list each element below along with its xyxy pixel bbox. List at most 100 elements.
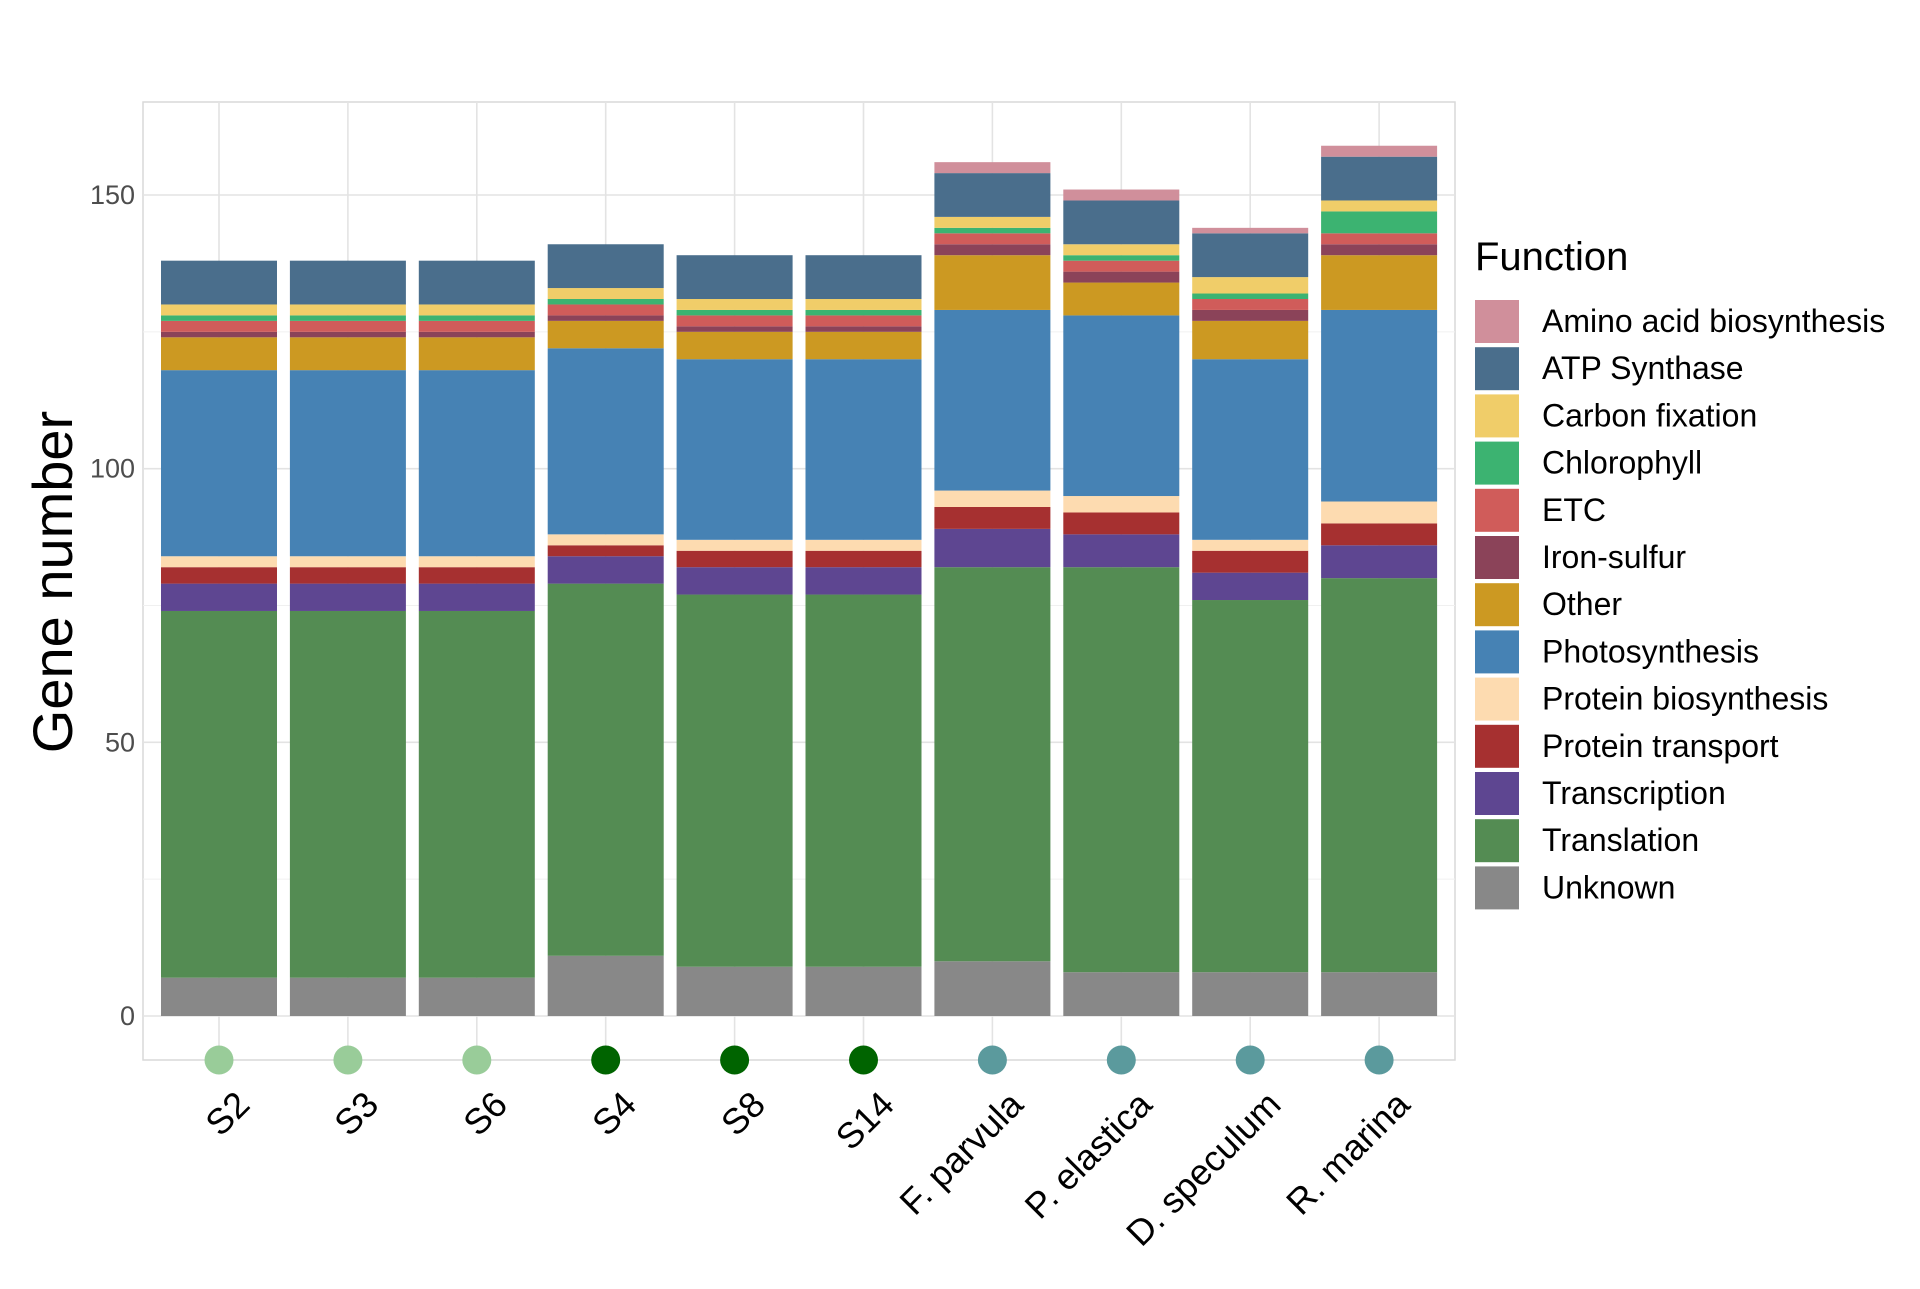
bar-segment-chlorophyll	[289, 315, 406, 321]
bar-segment-transcription	[1192, 572, 1309, 601]
legend-label: ATP Synthase	[1542, 350, 1744, 386]
bar-segment-transcription	[1321, 545, 1438, 579]
bar-segment-carbon-fixation	[161, 304, 277, 316]
bar-stack-s14	[805, 255, 922, 1016]
bar-segment-atp-synthase	[1321, 156, 1438, 201]
bar-segment-atp-synthase	[418, 260, 535, 305]
bar-segment-protein-biosynthesis	[1063, 496, 1180, 513]
bar-segment-chlorophyll	[934, 227, 1051, 234]
x-tick-label: S3	[326, 1083, 386, 1143]
bar-segment-iron-sulfur	[805, 326, 922, 332]
legend-swatch	[1475, 441, 1519, 485]
legend-item-photosynthesis: Photosynthesis	[1475, 630, 1759, 674]
category-marker	[333, 1045, 363, 1075]
bar-segment-etc	[1192, 298, 1309, 310]
legend-item-transcription: Transcription	[1475, 772, 1726, 815]
bar-segment-transcription	[1063, 534, 1180, 568]
legend-swatch	[1475, 583, 1519, 627]
bar-segment-chlorophyll	[1063, 255, 1180, 261]
bar-segment-other	[418, 337, 535, 371]
category-marker	[720, 1045, 750, 1075]
bar-segment-chlorophyll	[161, 315, 277, 321]
bar-segment-protein-transport	[418, 567, 535, 584]
bar-stack-s8	[676, 255, 793, 1016]
bar-segment-iron-sulfur	[547, 315, 664, 321]
y-axis-label: Gene number	[21, 411, 84, 753]
category-marker	[204, 1045, 234, 1075]
y-tick-label: 150	[90, 180, 135, 210]
category-marker	[977, 1045, 1007, 1075]
legend-swatch	[1475, 819, 1519, 863]
legend-label: Iron-sulfur	[1542, 539, 1686, 575]
legend-label: Protein transport	[1542, 728, 1779, 764]
legend-item-protein-transport: Protein transport	[1475, 724, 1779, 768]
bar-segment-amino-acid-biosynthesis	[934, 162, 1051, 174]
legend-item-atp-synthase: ATP Synthase	[1475, 347, 1744, 391]
legend-swatch	[1475, 536, 1519, 579]
legend-item-other: Other	[1475, 583, 1622, 627]
bar-stack-s4	[547, 244, 664, 1016]
legend-swatch	[1475, 772, 1519, 815]
bar-segment-unknown	[934, 961, 1051, 1016]
bar-segment-translation	[161, 610, 277, 978]
bar-segment-transcription	[934, 528, 1051, 568]
bar-segment-translation	[1063, 567, 1180, 973]
y-tick-label: 0	[120, 1001, 135, 1031]
bar-segment-protein-biosynthesis	[934, 490, 1051, 507]
bar-segment-unknown	[161, 977, 277, 1016]
bar-segment-unknown	[547, 955, 664, 1016]
bar-segment-protein-biosynthesis	[161, 556, 277, 568]
legend-label: Translation	[1542, 822, 1699, 858]
legend: Function Amino acid biosynthesis ATP Synt…	[1475, 235, 1885, 910]
bar-segment-unknown	[289, 977, 406, 1016]
legend-item-chlorophyll: Chlorophyll	[1475, 441, 1702, 485]
bar-segment-atp-synthase	[676, 255, 793, 299]
bar-segment-translation	[1321, 578, 1438, 973]
bar-segment-unknown	[1321, 972, 1438, 1016]
legend-label: ETC	[1542, 492, 1606, 528]
bar-segment-protein-transport	[289, 567, 406, 584]
bar-segment-other	[934, 255, 1051, 310]
bar-segment-protein-transport	[676, 550, 793, 568]
bar-segment-chlorophyll	[805, 309, 922, 316]
x-tick-label: F. parvula	[891, 1083, 1031, 1223]
legend-label: Other	[1542, 586, 1622, 622]
bar-segment-chlorophyll	[1321, 211, 1438, 234]
bar-stack-d-speculum	[1192, 227, 1309, 1016]
bar-segment-unknown	[805, 966, 922, 1016]
y-tick-label: 50	[105, 727, 135, 757]
bar-segment-transcription	[161, 583, 277, 611]
bar-segment-photosynthesis	[1192, 359, 1309, 540]
bar-segment-photosynthesis	[1063, 315, 1180, 497]
bar-segment-iron-sulfur	[418, 331, 535, 338]
bar-segment-other	[1321, 255, 1438, 310]
bar-segment-photosynthesis	[934, 309, 1051, 491]
bar-segment-protein-biosynthesis	[1321, 501, 1438, 524]
bar-segment-atp-synthase	[547, 244, 664, 289]
bar-segment-carbon-fixation	[1321, 200, 1438, 212]
bar-segment-etc	[1321, 233, 1438, 245]
bar-segment-chlorophyll	[418, 315, 535, 321]
bar-segment-other	[547, 320, 664, 349]
legend-label: Protein biosynthesis	[1542, 681, 1828, 717]
bar-segment-translation	[547, 583, 664, 956]
bar-segment-photosynthesis	[1321, 309, 1438, 502]
bar-segment-iron-sulfur	[161, 331, 277, 338]
bar-segment-protein-transport	[1063, 512, 1180, 535]
bar-segment-translation	[805, 594, 922, 967]
bar-segment-protein-transport	[547, 545, 664, 557]
bar-segment-photosynthesis	[547, 348, 664, 535]
bar-segment-carbon-fixation	[547, 288, 664, 299]
x-tick-label: S14	[828, 1083, 902, 1157]
legend-item-protein-biosynthesis: Protein biosynthesis	[1475, 677, 1828, 721]
bar-segment-other	[1192, 320, 1309, 360]
legend-swatch	[1475, 724, 1519, 768]
bar-segment-protein-biosynthesis	[289, 556, 406, 568]
bar-segment-other	[805, 331, 922, 360]
bar-segment-etc	[1063, 260, 1180, 272]
bar-segment-amino-acid-biosynthesis	[1192, 227, 1309, 234]
bar-segment-other	[289, 337, 406, 371]
legend-swatch	[1475, 866, 1519, 910]
bar-segment-atp-synthase	[1192, 233, 1309, 278]
bar-segment-atp-synthase	[1063, 200, 1180, 245]
